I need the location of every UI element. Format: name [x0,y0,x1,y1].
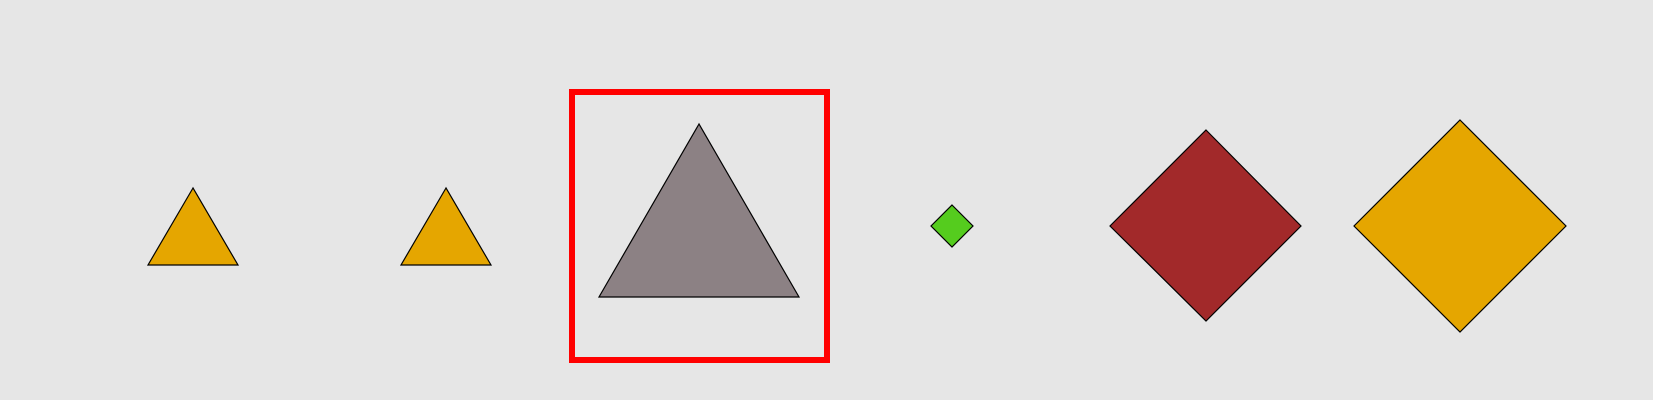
triangle-1 [146,186,240,266]
diamond-2 [1109,129,1302,322]
highlight-box [569,89,830,363]
triangle-2 [399,186,493,266]
diamond-3 [1353,119,1567,333]
triangle-3-highlighted [597,122,801,298]
diamond-1 [930,204,974,248]
